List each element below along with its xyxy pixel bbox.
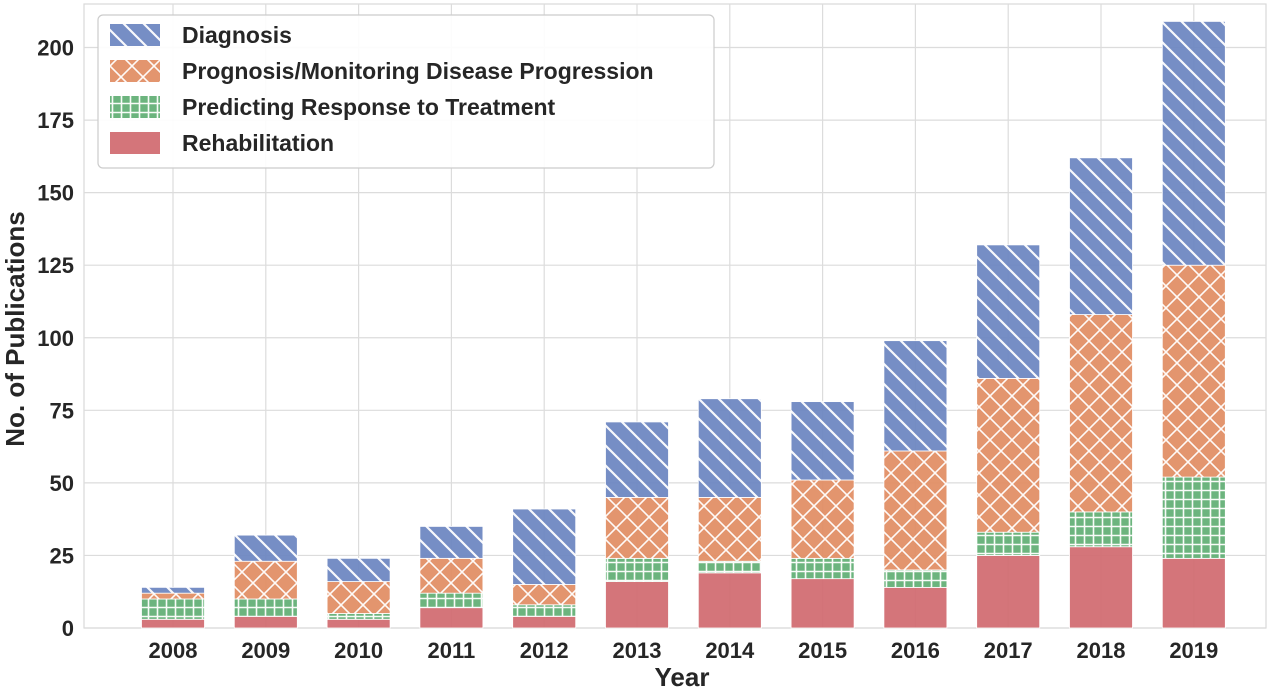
axes: 0 25 50 75 100 125 150 175 200 2008 2009 2010 2011 20… bbox=[37, 36, 1218, 663]
x-tick-label-2013: 2013 bbox=[613, 638, 662, 663]
x-tick-label-2008: 2008 bbox=[149, 638, 198, 663]
bar-hatch-predicting-response-to-treatment-2011 bbox=[419, 593, 483, 608]
y-tick-label: 50 bbox=[50, 471, 74, 496]
bar-hatch-predicting-response-to-treatment-2013 bbox=[605, 558, 669, 582]
bar-segment-rehabilitation-2010 bbox=[326, 618, 391, 629]
legend-swatch-hatch-predicting-response-to-treatment bbox=[110, 96, 160, 118]
bar-hatch-prognosis-monitoring-disease-progression-2012 bbox=[512, 584, 576, 605]
bar-hatch-diagnosis-2014 bbox=[698, 398, 762, 498]
legend: Diagnosis Prognosis/Monitoring Disease Pr… bbox=[97, 14, 715, 169]
legend-box bbox=[97, 14, 715, 169]
legend-swatch-hatch-diagnosis bbox=[110, 24, 160, 46]
bars bbox=[141, 21, 1226, 629]
bar-hatch-diagnosis-2018 bbox=[1069, 157, 1133, 315]
x-tick-label-2011: 2011 bbox=[428, 638, 476, 663]
x-tick-label-2017: 2017 bbox=[984, 638, 1033, 663]
bar-segment-rehabilitation-2014 bbox=[697, 572, 762, 629]
bar-hatch-prognosis-monitoring-disease-progression-2010 bbox=[327, 581, 391, 614]
bar-hatch-predicting-response-to-treatment-2019 bbox=[1162, 477, 1226, 559]
bar-hatch-prognosis-monitoring-disease-progression-2019 bbox=[1162, 265, 1226, 478]
y-tick-label: 0 bbox=[62, 616, 74, 641]
bar-hatch-prognosis-monitoring-disease-progression-2008 bbox=[141, 593, 205, 599]
bar-hatch-predicting-response-to-treatment-2009 bbox=[234, 598, 298, 617]
bar-hatch-predicting-response-to-treatment-2017 bbox=[976, 532, 1040, 556]
bar-hatch-prognosis-monitoring-disease-progression-2017 bbox=[976, 378, 1040, 533]
x-tick-label-2019: 2019 bbox=[1169, 638, 1218, 663]
bar-hatch-prognosis-monitoring-disease-progression-2013 bbox=[605, 497, 669, 559]
bar-hatch-predicting-response-to-treatment-2014 bbox=[698, 561, 762, 573]
bar-hatch-diagnosis-2009 bbox=[234, 535, 298, 562]
x-tick-label-2014: 2014 bbox=[705, 638, 755, 663]
x-tick-label-2009: 2009 bbox=[241, 638, 290, 663]
bar-hatch-diagnosis-2008 bbox=[141, 587, 205, 594]
bar-hatch-predicting-response-to-treatment-2010 bbox=[327, 613, 391, 620]
x-tick-label-2012: 2012 bbox=[520, 638, 569, 663]
y-tick-label: 175 bbox=[37, 108, 74, 133]
y-axis-label: No. of Publications bbox=[0, 211, 30, 446]
legend-swatch-rehabilitation bbox=[110, 132, 160, 154]
bar-segment-rehabilitation-2011 bbox=[419, 607, 484, 629]
x-tick-label-2015: 2015 bbox=[798, 638, 847, 663]
bar-hatch-prognosis-monitoring-disease-progression-2014 bbox=[698, 497, 762, 562]
legend-item-predicting-response-to-treatment: Predicting Response to Treatment bbox=[110, 94, 556, 120]
bar-segment-rehabilitation-2016 bbox=[883, 586, 948, 629]
y-tick-label: 200 bbox=[37, 36, 74, 61]
legend-label-prognosis-monitoring-disease-progression: Prognosis/Monitoring Disease Progression bbox=[182, 58, 654, 84]
bar-hatch-predicting-response-to-treatment-2018 bbox=[1069, 511, 1133, 547]
y-tick-label: 25 bbox=[50, 543, 74, 568]
bar-hatch-diagnosis-2017 bbox=[976, 244, 1040, 379]
y-tick-label: 125 bbox=[37, 253, 74, 278]
legend-label-diagnosis: Diagnosis bbox=[182, 22, 292, 48]
bar-hatch-diagnosis-2010 bbox=[327, 558, 391, 582]
legend-label-predicting-response-to-treatment: Predicting Response to Treatment bbox=[182, 94, 556, 120]
bar-hatch-diagnosis-2013 bbox=[605, 421, 669, 498]
bar-hatch-predicting-response-to-treatment-2016 bbox=[883, 569, 947, 588]
bar-segment-rehabilitation-2009 bbox=[233, 615, 298, 629]
bar-hatch-diagnosis-2015 bbox=[791, 401, 855, 480]
bar-segment-rehabilitation-2013 bbox=[605, 581, 669, 629]
bar-hatch-predicting-response-to-treatment-2008 bbox=[141, 598, 205, 620]
y-tick-label: 150 bbox=[37, 181, 74, 206]
x-axis-label: Year bbox=[655, 662, 710, 690]
legend-item-prognosis-monitoring-disease-progression: Prognosis/Monitoring Disease Progression bbox=[110, 58, 654, 84]
x-tick-label-2018: 2018 bbox=[1077, 638, 1126, 663]
bar-hatch-prognosis-monitoring-disease-progression-2011 bbox=[419, 558, 483, 594]
bar-segment-rehabilitation-2019 bbox=[1161, 557, 1226, 629]
bar-hatch-prognosis-monitoring-disease-progression-2009 bbox=[234, 561, 298, 599]
x-tick-label-2016: 2016 bbox=[891, 638, 940, 663]
bar-hatch-predicting-response-to-treatment-2012 bbox=[512, 604, 576, 617]
bar-hatch-diagnosis-2011 bbox=[419, 526, 483, 559]
bar-hatch-diagnosis-2016 bbox=[883, 340, 947, 451]
legend-item-rehabilitation: Rehabilitation bbox=[110, 130, 334, 156]
bar-hatch-prognosis-monitoring-disease-progression-2018 bbox=[1069, 314, 1133, 512]
legend-label-rehabilitation: Rehabilitation bbox=[182, 130, 334, 156]
x-tick-label-2010: 2010 bbox=[334, 638, 383, 663]
legend-item-diagnosis: Diagnosis bbox=[110, 22, 292, 48]
bar-hatch-diagnosis-2019 bbox=[1162, 21, 1226, 266]
bar-segment-rehabilitation-2018 bbox=[1069, 546, 1133, 629]
bar-segment-rehabilitation-2012 bbox=[512, 615, 577, 629]
bar-segment-rehabilitation-2008 bbox=[141, 618, 205, 629]
y-tick-label: 75 bbox=[50, 398, 74, 423]
bar-hatch-prognosis-monitoring-disease-progression-2016 bbox=[883, 450, 947, 570]
bar-hatch-predicting-response-to-treatment-2015 bbox=[791, 558, 855, 579]
bar-hatch-prognosis-monitoring-disease-progression-2015 bbox=[791, 479, 855, 559]
legend-swatch-hatch-prognosis-monitoring-disease-progression bbox=[110, 60, 160, 82]
bar-segment-rehabilitation-2017 bbox=[976, 555, 1041, 629]
bar-segment-rehabilitation-2015 bbox=[790, 578, 855, 629]
bar-hatch-diagnosis-2012 bbox=[512, 509, 576, 585]
y-tick-label: 100 bbox=[37, 326, 74, 351]
